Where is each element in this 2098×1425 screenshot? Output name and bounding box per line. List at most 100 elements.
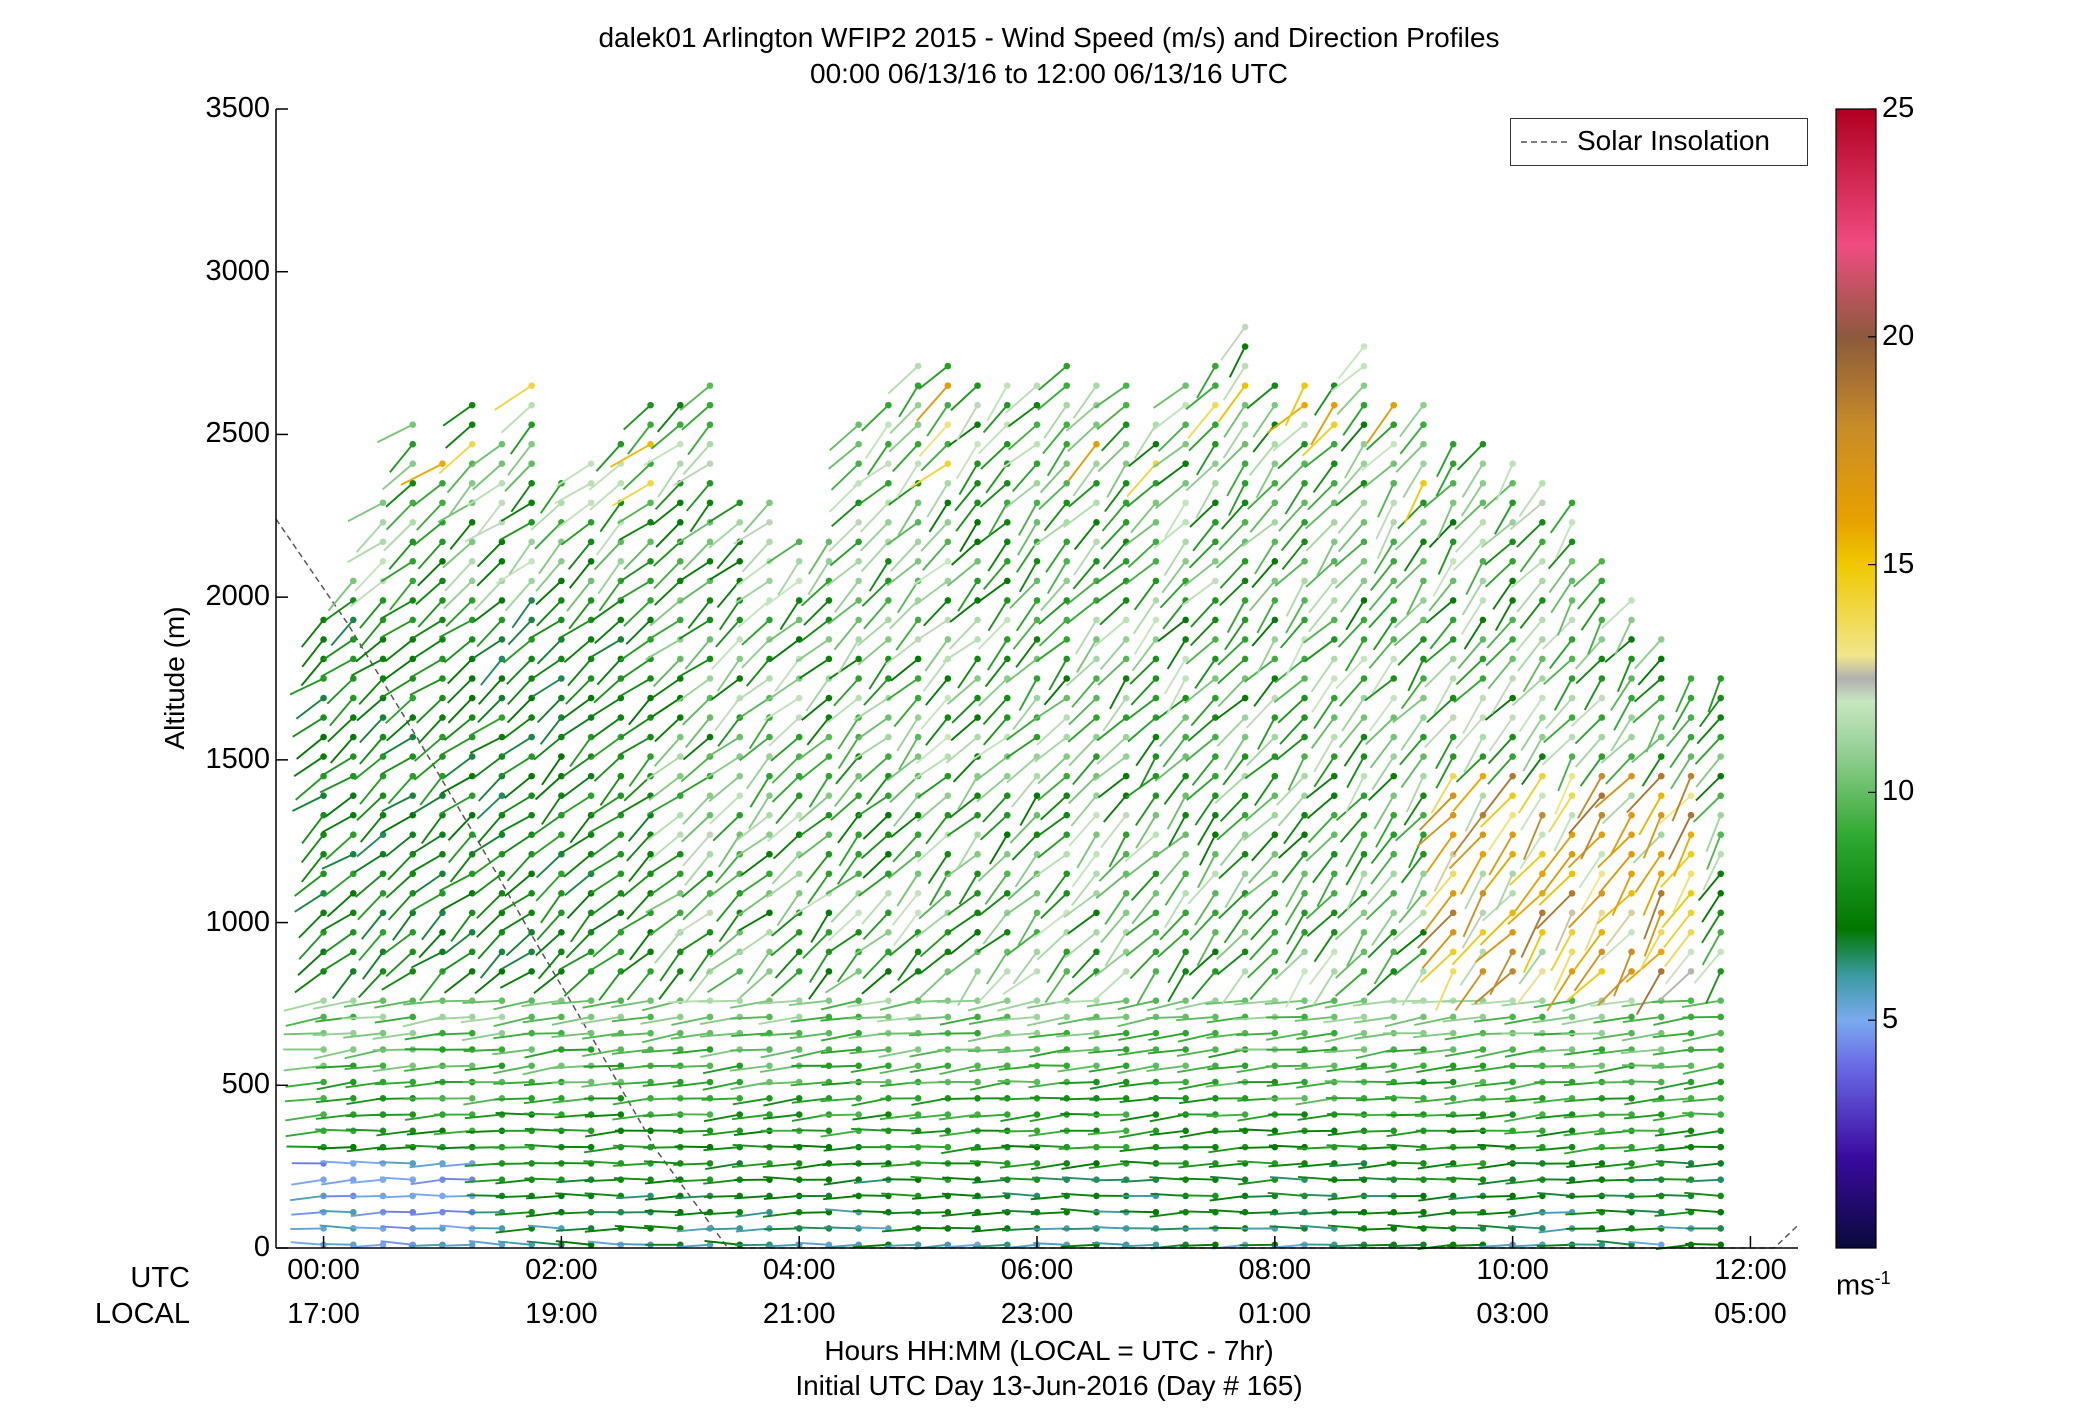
- wind-barb-shaft: [1313, 756, 1336, 788]
- wind-barb-point: [498, 948, 506, 956]
- wind-barb-shaft: [745, 756, 771, 790]
- wind-barb-shaft: [946, 560, 979, 587]
- wind-barb-shaft: [1327, 1194, 1365, 1201]
- wind-barb-shaft: [1147, 1048, 1186, 1055]
- wind-barb-point: [1449, 577, 1457, 585]
- wind-barb-point: [855, 1062, 862, 1070]
- wind-barb-point: [1628, 772, 1635, 780]
- wind-barb-shaft: [1621, 1032, 1662, 1042]
- wind-barb-shaft: [1462, 697, 1484, 735]
- wind-barb-shaft: [505, 931, 533, 957]
- wind-barb-point: [1182, 1127, 1189, 1135]
- wind-barb-point: [1449, 1160, 1457, 1167]
- wind-barb-shaft: [916, 794, 949, 822]
- wind-barb-shaft: [462, 999, 502, 1004]
- wind-barb-point: [1509, 655, 1516, 663]
- wind-barb-shaft: [702, 1064, 740, 1075]
- wind-barb-point: [974, 597, 981, 604]
- wind-barb-point: [1509, 997, 1516, 1004]
- wind-barb-shaft: [830, 794, 860, 821]
- wind-barb-shaft: [1131, 638, 1157, 672]
- wind-barb-point: [676, 440, 684, 448]
- wind-barb-shaft: [349, 580, 384, 608]
- wind-barb-shaft: [1596, 892, 1633, 925]
- wind-barb-point: [379, 968, 387, 975]
- wind-barb-point: [974, 1029, 981, 1037]
- wind-barb-point: [1717, 675, 1725, 682]
- wind-barb-point: [1390, 1176, 1398, 1183]
- wind-barb-shaft: [1522, 658, 1544, 693]
- wind-barb-point: [1063, 558, 1071, 565]
- wind-barb-point: [914, 558, 922, 565]
- wind-barb-point: [944, 753, 952, 760]
- wind-barb-shaft: [1538, 1211, 1573, 1214]
- wind-barb-shaft: [926, 404, 949, 437]
- wind-barb-point: [944, 401, 952, 409]
- wind-barb-point: [1182, 1029, 1189, 1037]
- wind-barb-shaft: [1304, 502, 1335, 530]
- wind-barb-shaft: [1366, 423, 1395, 451]
- wind-barb-point: [676, 460, 684, 468]
- wind-barb-point: [1509, 636, 1516, 643]
- wind-barb-shaft: [506, 658, 533, 685]
- wind-barb-shaft: [1652, 1032, 1692, 1039]
- wind-barb-point: [1271, 831, 1279, 839]
- wind-barb-point: [1152, 948, 1160, 956]
- wind-barb-point: [885, 1241, 892, 1249]
- wind-barb-shaft: [1487, 755, 1514, 785]
- wind-barb-shaft: [535, 560, 563, 592]
- wind-barb-point: [1152, 499, 1160, 507]
- wind-barb-point: [1449, 636, 1457, 643]
- wind-barb-shaft: [1196, 443, 1217, 476]
- wind-barb-point: [1063, 655, 1071, 663]
- wind-barb-point: [1122, 1046, 1130, 1053]
- wind-barb-point: [468, 831, 476, 839]
- wind-barb-point: [617, 694, 625, 702]
- wind-barb-shaft: [568, 560, 592, 589]
- wind-barb-shaft: [1550, 931, 1573, 972]
- wind-barb-shaft: [535, 853, 563, 879]
- wind-barb-shaft: [1168, 814, 1187, 847]
- wind-barb-point: [1093, 1160, 1100, 1167]
- wind-barb-shaft: [1654, 1211, 1692, 1217]
- wind-barb-point: [1122, 597, 1130, 604]
- wind-barb-shaft: [1284, 482, 1306, 515]
- wind-barb-shaft: [986, 385, 1009, 422]
- wind-barb-point: [974, 694, 981, 702]
- wind-barb-shaft: [301, 853, 325, 883]
- wind-barb-point: [1212, 850, 1219, 858]
- wind-barb-shaft: [1642, 873, 1663, 916]
- wind-barb-point: [1717, 929, 1725, 936]
- wind-barb-shaft: [1029, 1113, 1067, 1123]
- wind-barb-point: [706, 792, 714, 799]
- wind-barb-shaft: [1536, 892, 1573, 930]
- wind-barb-point: [885, 889, 892, 897]
- wind-barb-shaft: [648, 775, 681, 801]
- wind-barb-shaft: [1146, 1015, 1186, 1020]
- wind-barb-point: [379, 909, 387, 917]
- wind-barb-shaft: [716, 892, 741, 922]
- wind-barb-point: [1182, 675, 1189, 682]
- wind-barb-point: [1479, 577, 1487, 585]
- wind-barb-shaft: [915, 736, 949, 765]
- wind-barb-shaft: [640, 1016, 681, 1025]
- wind-barb-shaft: [1448, 1226, 1483, 1230]
- wind-barb-shaft: [551, 999, 592, 1005]
- wind-barb-point: [795, 538, 803, 546]
- wind-barb-shaft: [997, 1048, 1038, 1054]
- wind-barb-shaft: [971, 1227, 1008, 1233]
- wind-barb-point: [1628, 929, 1635, 936]
- wind-barb-point: [795, 997, 803, 1004]
- wind-barb-point: [736, 929, 744, 936]
- wind-barb-shaft: [1616, 658, 1633, 693]
- wind-barb-point: [706, 538, 714, 546]
- wind-barb-point: [1122, 831, 1130, 839]
- wind-barb-point: [528, 1241, 535, 1249]
- wind-barb-shaft: [1370, 834, 1395, 864]
- wind-barb-shaft: [977, 853, 1008, 882]
- wind-barb-point: [409, 1078, 417, 1086]
- wind-barb-shaft: [1276, 775, 1306, 806]
- colorbar-unit-exponent: -1: [1874, 1268, 1891, 1288]
- wind-barb-point: [914, 753, 922, 760]
- wind-barb-point: [409, 538, 417, 546]
